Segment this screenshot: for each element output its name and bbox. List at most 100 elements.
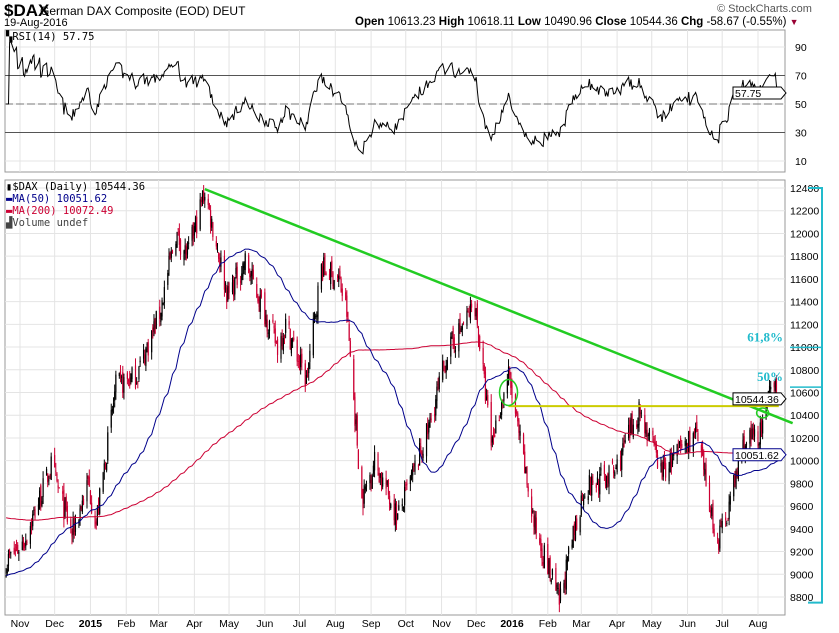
candle-body — [475, 308, 477, 317]
breakout-circle — [498, 378, 519, 407]
candle-body — [736, 471, 738, 477]
candle-body — [436, 386, 438, 402]
candle-body — [403, 486, 406, 506]
candle-body — [653, 438, 655, 443]
candle-body — [613, 467, 615, 474]
candle-body — [331, 260, 333, 270]
candle-body — [220, 257, 222, 267]
candle-body — [600, 468, 602, 471]
candle-body — [167, 272, 169, 285]
candle-body — [531, 496, 533, 517]
candle-body — [179, 239, 182, 255]
candle-body — [506, 381, 508, 394]
candle-body — [337, 275, 339, 278]
candle-body — [72, 518, 74, 536]
candle-body — [81, 500, 83, 512]
candle-body — [147, 342, 149, 356]
candle-body — [139, 360, 141, 363]
candle-body — [18, 552, 20, 554]
candle-body — [199, 199, 201, 230]
candle-body — [296, 339, 298, 362]
candle-body — [155, 311, 157, 329]
candle-body — [382, 477, 384, 487]
candle-body — [297, 360, 299, 362]
candle-body — [745, 443, 748, 446]
candle-body — [104, 464, 107, 470]
y-tick-label: 9800 — [790, 478, 814, 490]
candle-body — [260, 289, 262, 298]
candle-body — [257, 295, 259, 302]
candle-body — [720, 521, 722, 525]
candle-body — [103, 463, 105, 472]
candle-body — [24, 543, 26, 548]
candle-body — [661, 462, 663, 479]
candle-body — [572, 525, 574, 548]
x-tick-label: Aug — [326, 618, 345, 630]
candle-body — [624, 440, 626, 443]
candle-body — [115, 374, 117, 393]
y-tick-label: 11600 — [790, 274, 819, 286]
candle-body — [267, 332, 269, 334]
candle-body — [511, 384, 513, 399]
ma200-legend: MA(200) 10072.49 — [12, 205, 114, 217]
candle-body — [458, 323, 460, 352]
candle-body — [377, 453, 379, 471]
candle-body — [460, 328, 462, 332]
candle-body — [317, 285, 319, 320]
chart-date: 19-Aug-2016 — [4, 17, 68, 29]
candle-body — [429, 417, 431, 428]
candle-body — [711, 507, 713, 517]
candle-body — [490, 402, 492, 446]
candle-body — [727, 519, 729, 521]
candle-body — [41, 500, 43, 507]
ma200-line — [6, 341, 779, 521]
candle-body — [631, 413, 633, 435]
candle-body — [665, 462, 667, 478]
candle-body — [380, 472, 383, 485]
candle-body — [70, 519, 72, 528]
candle-body — [58, 487, 60, 489]
candle-body — [188, 242, 190, 244]
low-label: Low — [517, 16, 541, 28]
rsi-value-label-box — [732, 86, 787, 100]
price-legend: $DAX (Daily) 10544.36 — [12, 181, 146, 193]
candle-body — [636, 424, 638, 427]
candle-body — [540, 539, 542, 551]
candle-body — [483, 365, 485, 375]
candle-body — [695, 426, 697, 434]
candle-body — [185, 245, 187, 259]
candle-body — [442, 360, 444, 380]
candle-body — [215, 241, 217, 247]
candle-body — [371, 475, 373, 489]
candle-body — [413, 463, 415, 467]
candle-body — [498, 419, 500, 422]
candle-body — [668, 468, 670, 482]
candle-body — [541, 548, 543, 561]
candle-body — [630, 418, 632, 435]
candle-body — [357, 449, 359, 469]
candle-body — [581, 498, 584, 501]
candle-body — [163, 287, 165, 304]
candle-body — [265, 315, 267, 322]
candle-body — [495, 420, 497, 434]
candle-body — [703, 451, 705, 470]
candle-body — [333, 280, 335, 290]
candle-body — [726, 523, 728, 525]
candle-body — [535, 517, 537, 534]
candle-body — [316, 314, 318, 318]
candle-body — [365, 485, 368, 487]
rsi-tick-label: 50 — [795, 99, 807, 111]
candle-body — [401, 504, 403, 506]
candle-body — [700, 444, 703, 452]
candle-body — [378, 472, 380, 483]
candle-body — [632, 424, 634, 438]
candle-body — [251, 268, 253, 277]
candle-body — [749, 429, 751, 444]
candle-body — [171, 250, 174, 254]
candle-body — [551, 569, 554, 575]
rsi-legend: RSI(14) 57.75 — [12, 31, 95, 43]
candle-body — [361, 467, 363, 499]
candle-body — [425, 423, 428, 457]
candle-body — [57, 485, 59, 488]
candle-body — [591, 476, 593, 496]
